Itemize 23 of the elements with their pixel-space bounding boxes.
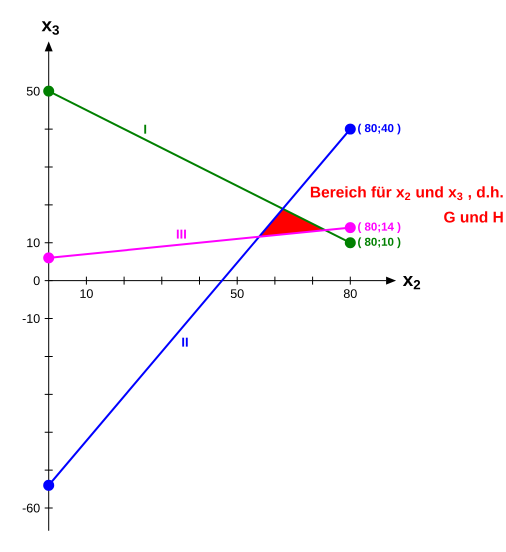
y-tick-label: -60 xyxy=(22,504,40,512)
legend-label: Bereich für x$_{2}$ und x$_{3}$ , d.h. G und H xyxy=(310,186,503,223)
y-axis-title: x$_{3}$ xyxy=(42,21,59,35)
x-axis-title: x$_{2}$ xyxy=(402,276,420,290)
point xyxy=(344,237,356,248)
x-tick-label: 50 xyxy=(230,289,244,298)
point xyxy=(43,480,54,491)
data-label: ( 80;10 ) xyxy=(358,237,400,248)
y-tick-label: 50 xyxy=(26,86,40,96)
y-tick-label: 0 xyxy=(34,276,40,286)
y-tick-label: -10 xyxy=(22,314,40,323)
x-tick-label: 80 xyxy=(344,289,357,298)
point xyxy=(43,252,54,264)
y-tick-label: 10 xyxy=(27,238,40,248)
series-label: II xyxy=(182,338,188,347)
series-label: I xyxy=(144,124,146,134)
data-label: ( 80;40 ) xyxy=(358,124,400,134)
point xyxy=(344,124,356,135)
series-label: III xyxy=(176,230,186,239)
data-label: ( 80;14 ) xyxy=(358,222,400,233)
point xyxy=(43,86,54,97)
point xyxy=(344,222,356,234)
x-tick-label: 10 xyxy=(80,289,93,298)
